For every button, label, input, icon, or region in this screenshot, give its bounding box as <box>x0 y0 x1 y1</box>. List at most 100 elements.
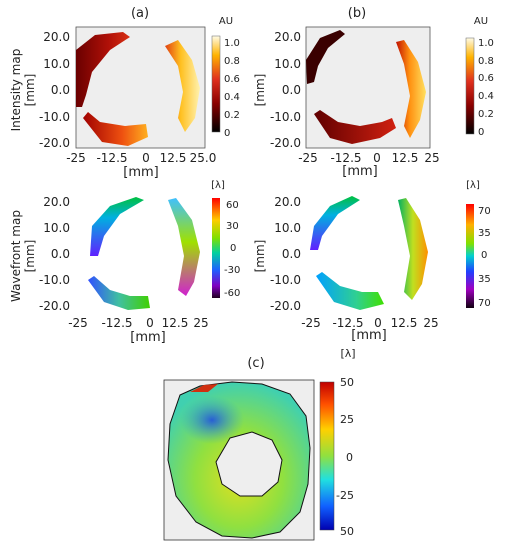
colorbar-unit: AU <box>219 16 233 27</box>
colorbar-tick: -25 <box>336 489 354 502</box>
panel-b-label: (b) <box>348 6 366 21</box>
x-tick-label: 25.0 <box>190 151 217 165</box>
colorbar-unit: AU <box>474 16 488 27</box>
y-tick-label: -10.0 <box>39 110 70 124</box>
x-tick-label: 0 <box>373 151 381 165</box>
y-tick-label: 10.0 <box>43 57 70 71</box>
panel-a-label: (a) <box>131 6 149 21</box>
y-tick-label: -20.0 <box>270 299 301 313</box>
y-tick-label: 0.0 <box>282 247 301 261</box>
intensity-segment-bottom <box>83 112 148 146</box>
colorbar-tick: 35 <box>478 274 491 285</box>
x-tick-label: -12.5 <box>332 316 363 330</box>
phase-region <box>180 396 244 444</box>
wavefront-segment-right <box>168 198 200 296</box>
x-tick-label: -12.5 <box>330 151 361 165</box>
y-tick-label: 20.0 <box>274 30 301 44</box>
colorbar-tick: 0.6 <box>478 73 494 84</box>
colorbar-tick: 50 <box>340 525 354 538</box>
phase-region <box>190 384 218 392</box>
y-tick-label: -10.0 <box>270 273 301 287</box>
x-tick-label: -12.5 <box>96 151 127 165</box>
y-tick-label: 20.0 <box>274 195 301 209</box>
panel-b-intensity: (b) 20.0 10.0 0.0 -10.0 -20.0 -25 -12.5 … <box>253 6 494 179</box>
y-tick-label: -20.0 <box>39 136 70 150</box>
colorbar-tick: 0.2 <box>478 109 494 120</box>
colorbar <box>465 37 475 135</box>
panel-c-label: (c) <box>247 356 264 371</box>
y-axis-label: [mm] <box>253 240 267 273</box>
x-tick-label: 12.5 <box>391 316 418 330</box>
colorbar <box>211 35 221 133</box>
y-tick-label: 10.0 <box>274 57 301 71</box>
x-tick-label: 12.5 <box>160 151 187 165</box>
y-axis-label: [mm] <box>23 240 37 273</box>
colorbar-tick: 35 <box>478 228 491 239</box>
x-tick-label: -12.5 <box>101 316 132 330</box>
y-axis-label: [mm] <box>23 74 37 107</box>
panel-b-wavefront: 20.0 10.0 0.0 -10.0 -20.0 -25 -12.5 0 12… <box>253 180 491 343</box>
wavefront-segment-left <box>90 197 144 256</box>
colorbar-tick: 25 <box>340 413 354 426</box>
y-tick-label: 0.0 <box>282 83 301 97</box>
row-label-wavefront: Wavefront map <box>9 210 23 302</box>
colorbar-unit: [λ] <box>466 180 480 191</box>
x-tick-label: -25 <box>68 316 88 330</box>
colorbar-tick: 70 <box>478 298 491 309</box>
x-tick-label: 25 <box>423 316 438 330</box>
y-tick-label: 20.0 <box>43 195 70 209</box>
y-tick-label: 10.0 <box>43 221 70 235</box>
y-axis-label: [mm] <box>253 74 267 107</box>
x-tick-label: -25 <box>301 316 321 330</box>
x-tick-label: 0 <box>142 151 150 165</box>
colorbar-tick: 0 <box>478 127 484 138</box>
x-tick-label: 25 <box>193 316 208 330</box>
colorbar-unit: [λ] <box>340 347 355 360</box>
y-tick-label: 10.0 <box>274 221 301 235</box>
x-axis-label: [mm] <box>342 164 377 179</box>
x-tick-label: 0 <box>146 316 154 330</box>
y-tick-label: -20.0 <box>39 299 70 313</box>
colorbar-tick: 0.2 <box>224 110 240 121</box>
colorbar-tick: 50 <box>340 376 354 389</box>
colorbar-unit: [λ] <box>211 180 225 191</box>
colorbar <box>319 381 335 531</box>
colorbar-tick: 1.0 <box>224 38 240 49</box>
y-tick-label: 20.0 <box>43 30 70 44</box>
x-tick-label: 25 <box>424 151 439 165</box>
colorbar-tick: 0.8 <box>478 56 494 67</box>
wavefront-segment-bottom <box>316 272 384 310</box>
colorbar-tick: 0 <box>481 250 487 261</box>
colorbar <box>212 198 220 298</box>
row-label-intensity: Intensity map <box>9 49 23 132</box>
colorbar-tick: 0.4 <box>478 91 494 102</box>
x-tick-label: -25 <box>66 151 86 165</box>
x-axis-label: [mm] <box>130 330 165 345</box>
x-tick-label: -25 <box>298 151 318 165</box>
y-tick-label: 0.0 <box>51 83 70 97</box>
y-tick-label: -10.0 <box>39 273 70 287</box>
colorbar-tick: -60 <box>224 288 240 299</box>
colorbar-tick: 0 <box>224 128 230 139</box>
wavefront-segment-right <box>398 198 428 300</box>
x-tick-label: 0 <box>374 316 382 330</box>
colorbar-tick: 0.8 <box>224 56 240 67</box>
colorbar <box>466 204 474 308</box>
y-tick-label: 0.0 <box>51 247 70 261</box>
intensity-segment-bottom <box>314 110 396 144</box>
panel-c-wavefront: (c) [λ] 50 25 0 -25 50 <box>163 347 356 541</box>
colorbar-tick: 0 <box>230 243 236 254</box>
wavefront-segment-left <box>310 196 360 250</box>
intensity-segment-left <box>76 32 130 107</box>
x-tick-label: 12.5 <box>162 316 189 330</box>
x-axis-label: [mm] <box>123 165 158 180</box>
intensity-segment-right <box>396 40 426 138</box>
colorbar-tick: 30 <box>226 221 239 232</box>
x-tick-label: 12.5 <box>392 151 419 165</box>
panel-a-wavefront: 20.0 10.0 0.0 -10.0 -20.0 -25 -12.5 0 12… <box>23 180 240 345</box>
y-tick-label: -20.0 <box>270 136 301 150</box>
colorbar-tick: 60 <box>226 200 239 211</box>
colorbar-tick: 0.6 <box>224 74 240 85</box>
y-tick-label: -10.0 <box>270 110 301 124</box>
